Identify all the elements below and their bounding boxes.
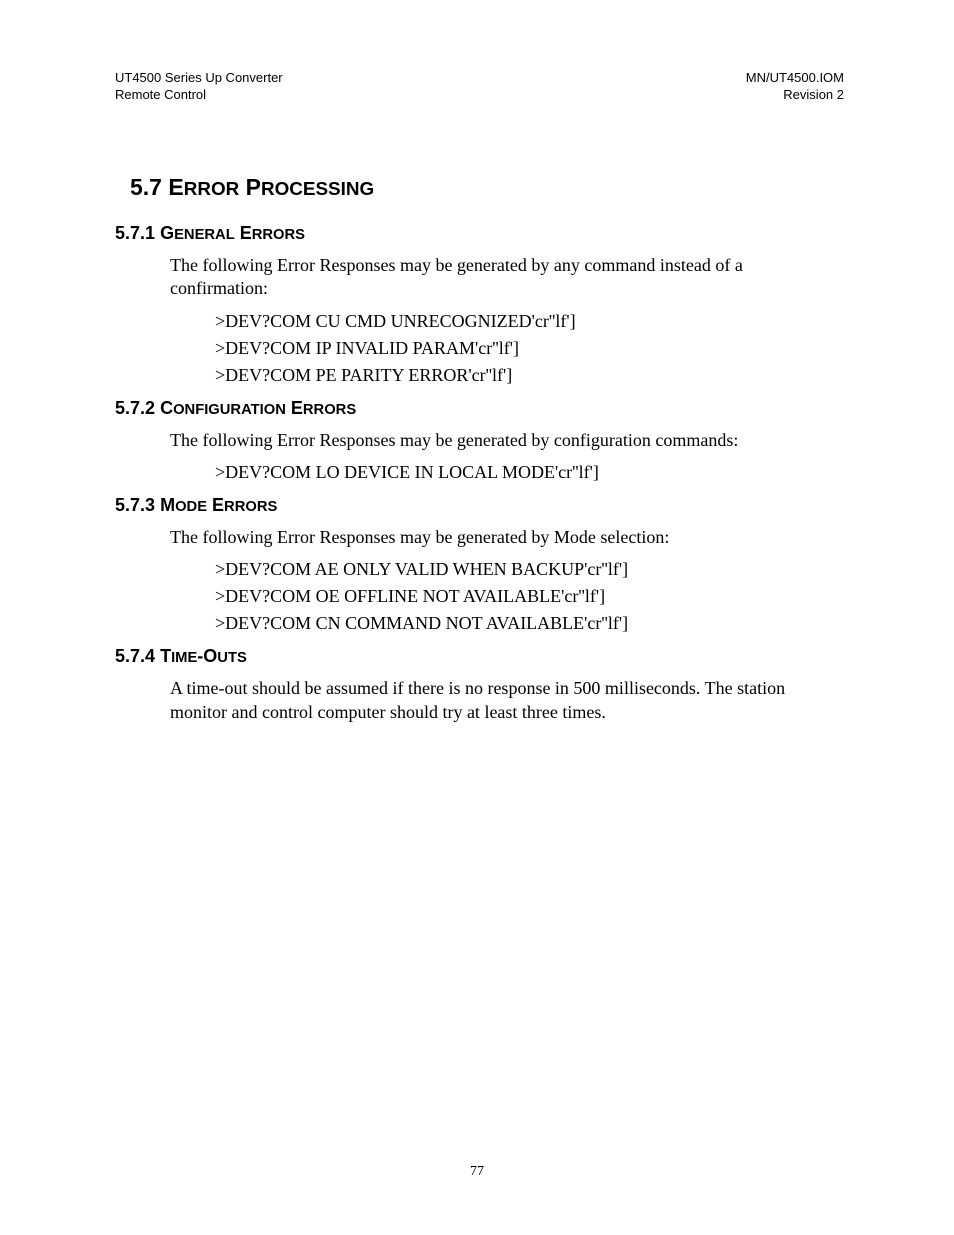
- section-heading: 5.7 ERROR PROCESSING: [130, 174, 844, 201]
- subsection-title: CONFIGURATION ERRORS: [160, 398, 356, 418]
- subsection-number: 5.7.4: [115, 646, 155, 666]
- code-block: >DEV?COM CU CMD UNRECOGNIZED'cr''lf'] >D…: [115, 311, 844, 386]
- header-right-line2: Revision 2: [746, 87, 844, 104]
- code-line: >DEV?COM IP INVALID PARAM'cr''lf']: [215, 338, 844, 359]
- header-left: UT4500 Series Up Converter Remote Contro…: [115, 70, 283, 104]
- section-title: ERROR PROCESSING: [168, 174, 374, 200]
- subsection-title: GENERAL ERRORS: [160, 223, 305, 243]
- code-line: >DEV?COM PE PARITY ERROR'cr''lf']: [215, 365, 844, 386]
- section-number: 5.7: [130, 174, 162, 200]
- code-block: >DEV?COM LO DEVICE IN LOCAL MODE'cr''lf'…: [115, 462, 844, 483]
- subsection-number: 5.7.3: [115, 495, 155, 515]
- code-line: >DEV?COM LO DEVICE IN LOCAL MODE'cr''lf'…: [215, 462, 844, 483]
- header-right-line1: MN/UT4500.IOM: [746, 70, 844, 87]
- code-line: >DEV?COM AE ONLY VALID WHEN BACKUP'cr''l…: [215, 559, 844, 580]
- code-line: >DEV?COM OE OFFLINE NOT AVAILABLE'cr''lf…: [215, 586, 844, 607]
- subsection-1: 5.7.2 CONFIGURATION ERRORS The following…: [115, 398, 844, 483]
- header-left-line1: UT4500 Series Up Converter: [115, 70, 283, 87]
- page-number: 77: [0, 1164, 954, 1180]
- subsection-heading: 5.7.2 CONFIGURATION ERRORS: [115, 398, 844, 419]
- code-block: >DEV?COM AE ONLY VALID WHEN BACKUP'cr''l…: [115, 559, 844, 634]
- subsection-number: 5.7.2: [115, 398, 155, 418]
- subsection-heading: 5.7.4 TIME-OUTS: [115, 646, 844, 667]
- subsection-title: TIME-OUTS: [160, 646, 247, 666]
- subsection-2: 5.7.3 MODE ERRORS The following Error Re…: [115, 495, 844, 634]
- subsection-intro: The following Error Responses may be gen…: [170, 254, 844, 301]
- subsection-intro: A time-out should be assumed if there is…: [170, 677, 844, 724]
- subsection-intro: The following Error Responses may be gen…: [170, 526, 844, 549]
- code-line: >DEV?COM CU CMD UNRECOGNIZED'cr''lf']: [215, 311, 844, 332]
- subsection-title: MODE ERRORS: [160, 495, 277, 515]
- code-line: >DEV?COM CN COMMAND NOT AVAILABLE'cr''lf…: [215, 613, 844, 634]
- header-right: MN/UT4500.IOM Revision 2: [746, 70, 844, 104]
- subsection-0: 5.7.1 GENERAL ERRORS The following Error…: [115, 223, 844, 386]
- subsection-number: 5.7.1: [115, 223, 155, 243]
- header-left-line2: Remote Control: [115, 87, 283, 104]
- page-header: UT4500 Series Up Converter Remote Contro…: [115, 70, 844, 104]
- subsection-3: 5.7.4 TIME-OUTS A time-out should be ass…: [115, 646, 844, 724]
- subsection-heading: 5.7.1 GENERAL ERRORS: [115, 223, 844, 244]
- subsection-heading: 5.7.3 MODE ERRORS: [115, 495, 844, 516]
- subsection-intro: The following Error Responses may be gen…: [170, 429, 844, 452]
